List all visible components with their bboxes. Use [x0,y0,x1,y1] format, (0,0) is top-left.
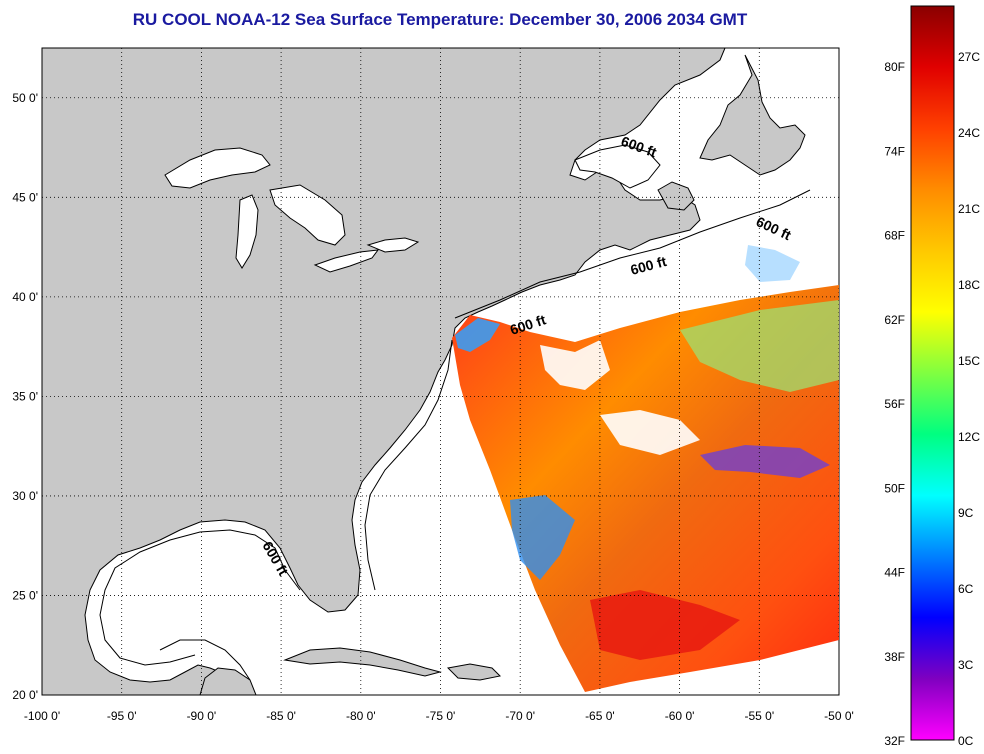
lon-tick-label: -85 0' [266,709,296,723]
land-cuba [283,647,442,677]
colorbar-f-label: 68F [884,229,905,243]
colorbar-f-label: 74F [884,144,905,158]
colorbar-f-label: 38F [884,650,905,664]
lon-tick-label: -80 0' [346,709,376,723]
sst-cloud-gaps [540,340,610,390]
lake-superior [164,147,271,189]
sst-green-patch [680,300,839,392]
land-hispaniola [446,663,502,681]
colorbar-f-label: 44F [884,566,905,580]
colorbar-fahrenheit-labels: 80F 74F 68F 62F 56F 50F 44F 38F 32F [884,60,905,748]
contour-600ft-gulf-south [159,639,251,681]
colorbar-c-label: 12C [958,430,980,444]
lake-michigan [235,194,259,269]
colorbar-celsius-labels: 27C 24C 21C 18C 15C 12C 9C 6C 3C 0C [958,50,980,748]
colorbar-f-label: 80F [884,60,905,74]
lat-tick-label: 30 0' [12,489,38,503]
lon-tick-label: -95 0' [107,709,137,723]
lat-tick-label: 20 0' [12,688,38,702]
graticule [41,48,840,696]
contour-600ft-north [454,189,811,319]
sst-cool-patch-south [510,495,575,580]
gulf-st-lawrence [574,144,661,189]
contour-600ft-gulf [99,529,301,666]
sst-swath [452,285,839,692]
colorbar-f-label: 62F [884,313,905,327]
lake-ontario [366,237,420,253]
lat-tick-label: 25 0' [12,588,38,602]
colorbar-c-label: 18C [958,278,980,292]
colorbar-c-label: 0C [958,734,974,748]
lake-erie [313,249,380,273]
colorbar-c-label: 6C [958,582,974,596]
colorbar-c-label: 3C [958,658,974,672]
map-title: RU COOL NOAA-12 Sea Surface Temperature:… [132,10,748,29]
colorbar-c-label: 9C [958,506,974,520]
lon-tick-label: -65 0' [585,709,615,723]
lon-tick-label: -50 0' [824,709,854,723]
sst-north-sparse [745,245,800,282]
colorbar-scale [910,5,955,741]
lon-tick-label: -70 0' [505,709,535,723]
colorbar-f-label: 32F [884,734,905,748]
colorbar-c-label: 15C [958,354,980,368]
lon-tick-label: -60 0' [665,709,695,723]
land-newfoundland [699,54,806,176]
land-yucatan [199,667,257,696]
colorbar-c-label: 24C [958,126,980,140]
lat-tick-label: 35 0' [12,389,38,403]
lake-huron [269,184,346,246]
lon-tick-label: -55 0' [744,709,774,723]
colorbar-c-label: 27C [958,50,980,64]
lon-tick-label: -75 0' [426,709,456,723]
lat-tick-label: 45 0' [12,190,38,204]
lat-tick-label: 50 0' [12,91,38,105]
colorbar-f-label: 56F [884,397,905,411]
lon-tick-label: -100 0' [24,709,60,723]
land-cape-breton [657,181,695,211]
sst-purple-patch [700,445,830,478]
sst-red-patch [590,590,740,660]
sst-cloud-gaps-2 [600,410,700,455]
contour-600ft-east [364,339,453,591]
lon-tick-label: -90 0' [187,709,217,723]
sst-cool-patch-west [455,318,500,352]
colorbar-c-label: 21C [958,202,980,216]
colorbar-f-label: 50F [884,481,905,495]
axis-ticks: -100 0' -95 0' -90 0' -85 0' -80 0' -75 0' -70… [12,91,853,723]
lat-tick-label: 40 0' [12,290,38,304]
